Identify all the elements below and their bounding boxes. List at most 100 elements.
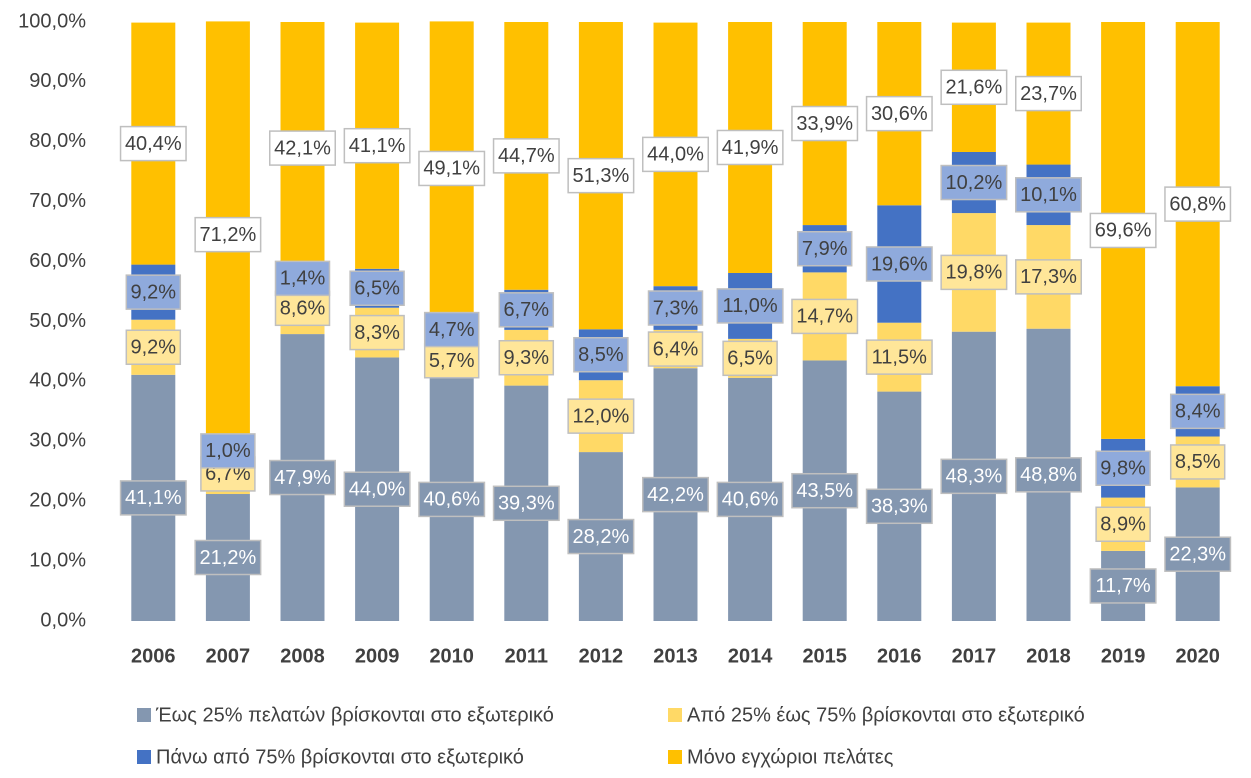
x-tick-label: 2018 [1026, 645, 1071, 667]
data-label: 11,5% [872, 346, 927, 368]
data-label: 17,3% [1020, 266, 1077, 288]
data-label: 21,6% [946, 77, 1003, 99]
data-label: 7,3% [653, 297, 699, 319]
y-tick-label: 0,0% [40, 609, 86, 631]
data-label-box [349, 270, 405, 307]
y-tick-label: 10,0% [29, 549, 86, 571]
data-label-box [1015, 259, 1082, 295]
data-label: 41,9% [722, 137, 779, 159]
data-label-box [194, 216, 262, 253]
y-tick-label: 70,0% [29, 190, 86, 212]
data-label-box [940, 458, 1008, 495]
x-tick-label: 2008 [280, 645, 325, 667]
legend-label: Πάνω από 75% βρίσκονται στο εξωτερικό [156, 746, 524, 768]
data-label: 8,5% [1175, 451, 1221, 473]
data-label-box [1169, 393, 1226, 430]
y-tick-label: 50,0% [29, 310, 86, 332]
data-label-box [492, 485, 560, 522]
data-label-box [573, 336, 629, 373]
data-label: 6,5% [727, 348, 773, 370]
y-tick-label: 80,0% [29, 130, 86, 152]
x-tick-label: 2012 [579, 645, 624, 667]
data-label-box [1015, 177, 1082, 213]
data-label-box [642, 476, 709, 513]
data-label-box [647, 331, 704, 367]
data-label: 7,9% [802, 238, 848, 260]
x-tick-label: 2020 [1175, 645, 1220, 667]
data-label: 9,2% [131, 281, 177, 303]
data-label-box [418, 481, 486, 518]
data-label-box [865, 339, 933, 375]
x-tick-label: 2011 [505, 645, 548, 667]
data-label: 47,9% [274, 467, 331, 489]
x-tick-label: 2010 [429, 645, 474, 667]
legend-swatch [668, 708, 682, 722]
data-label-box [642, 136, 709, 173]
data-label-box [125, 274, 182, 310]
data-label-box [492, 138, 560, 174]
x-tick-label: 2014 [728, 645, 773, 667]
data-label: 9,8% [1100, 458, 1146, 480]
legend-swatch [137, 750, 151, 764]
data-label-box [1164, 536, 1232, 572]
x-tick-label: 2007 [206, 645, 251, 667]
data-label-box [865, 95, 933, 132]
data-label: 6,7% [205, 463, 251, 485]
data-label: 44,7% [498, 145, 555, 167]
data-label: 40,6% [722, 489, 779, 511]
data-label: 28,2% [573, 526, 630, 548]
data-label-box [567, 518, 635, 555]
legend-swatch [668, 750, 682, 764]
data-label: 9,3% [504, 347, 550, 369]
data-label: 48,8% [1020, 464, 1077, 486]
data-label: 6,5% [354, 278, 400, 300]
data-label-box [343, 127, 411, 164]
x-tick-label: 2009 [355, 645, 400, 667]
data-label: 11,7% [1095, 575, 1150, 597]
data-label-box [274, 260, 331, 297]
data-label: 8,4% [1175, 401, 1221, 423]
data-label: 42,2% [647, 484, 704, 506]
data-label-box [498, 339, 555, 376]
data-label: 8,6% [280, 298, 326, 320]
data-label: 6,7% [504, 299, 550, 321]
data-label-box [200, 433, 256, 469]
data-label-box [423, 311, 480, 348]
data-label-box [567, 398, 635, 434]
data-label: 10,2% [946, 172, 1003, 194]
data-label-box [119, 125, 187, 162]
data-label-box [1169, 444, 1226, 480]
data-label-box [865, 488, 933, 525]
data-label: 51,3% [573, 165, 630, 187]
y-tick-label: 100,0% [18, 10, 86, 32]
x-tick-label: 2016 [877, 645, 922, 667]
data-label: 1,0% [205, 440, 251, 462]
data-label: 4,7% [429, 319, 475, 341]
data-label: 8,5% [578, 344, 624, 366]
data-label-box [796, 230, 853, 267]
data-label: 41,1% [349, 135, 406, 157]
x-tick-label: 2006 [131, 645, 176, 667]
x-tick-label: 2019 [1101, 645, 1146, 667]
y-tick-label: 20,0% [29, 489, 86, 511]
data-label-box [1015, 75, 1082, 112]
x-tick-label: 2017 [952, 645, 997, 667]
data-label: 1,4% [280, 268, 326, 290]
data-label-box [125, 329, 182, 366]
x-tick-label: 2013 [653, 645, 698, 667]
data-label-box [1164, 186, 1232, 222]
y-tick-label: 30,0% [29, 430, 86, 452]
legend-swatch [137, 708, 151, 722]
data-label: 21,2% [200, 547, 257, 569]
data-label-box [940, 164, 1008, 201]
y-tick-label: 60,0% [29, 250, 86, 272]
data-label-box [269, 459, 336, 496]
data-label-box [716, 481, 784, 518]
data-label-box [349, 314, 405, 351]
data-label: 39,3% [498, 493, 555, 515]
legend-label: Μόνο εγχώριοι πελάτες [687, 746, 894, 768]
y-tick-label: 40,0% [29, 370, 86, 392]
data-label-box [647, 290, 704, 326]
data-label-box [1095, 450, 1151, 487]
